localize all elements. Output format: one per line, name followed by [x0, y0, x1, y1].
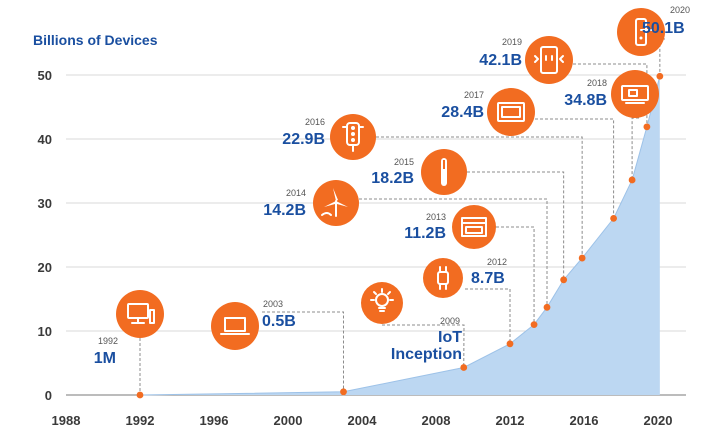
x-tick-label: 1996 [200, 413, 229, 428]
annotation-value-label: 11.2B [404, 225, 446, 242]
annotation-year-label: 2014 [286, 188, 306, 198]
lightbulb-icon [370, 288, 394, 312]
wind-turbine-icon [321, 188, 348, 217]
laptop-icon [220, 317, 250, 335]
data-point-marker [530, 321, 538, 328]
desktop-computer-icon [127, 303, 155, 324]
annotation-leader [465, 288, 511, 344]
data-point-marker [578, 254, 586, 262]
device-growth-line [139, 76, 661, 396]
annotation-leader [382, 324, 465, 368]
annotation-icon-circle [611, 70, 659, 118]
annotation-year-label: 2015 [394, 157, 414, 167]
x-tick-label: 2012 [496, 413, 525, 428]
annotation-value-label: 50.1B [642, 20, 685, 37]
annotation-year-label: 2018 [587, 78, 607, 88]
annotation-year-label: 2013 [426, 212, 446, 222]
annotation-year-label: 2017 [464, 90, 484, 100]
data-point-marker [340, 388, 347, 396]
annotation-leader [467, 171, 565, 280]
y-tick-label: 40 [38, 132, 52, 147]
microwave-icon [497, 102, 525, 122]
annotation-value-label-2: Inception [391, 346, 462, 363]
data-point-marker [560, 276, 568, 284]
annotation-leader [359, 198, 548, 308]
traffic-light-icon [342, 122, 364, 152]
device-growth-area [140, 76, 660, 396]
y-axis-title: Billions of Devices [33, 32, 158, 48]
annotation-value-label: 18.2B [371, 170, 414, 187]
y-tick-label: 50 [38, 68, 52, 83]
annotation-value-label: 14.2B [263, 202, 306, 219]
y-tick-label: 0 [45, 388, 52, 403]
annotation-value-label: 8.7B [471, 270, 505, 287]
annotation-icon-circle [330, 114, 376, 160]
annotation-year-label: 2003 [263, 299, 283, 309]
annotation-value-label: 22.9B [282, 131, 325, 148]
annotation-icon-circle [525, 36, 573, 84]
annotation-leader [376, 136, 583, 259]
annotation-leader [535, 118, 615, 219]
tv-box-icon [621, 85, 649, 104]
annotation-year-label: 2016 [305, 117, 325, 127]
annotation-value-label: IoT [438, 329, 462, 346]
annotation-icon-circle [211, 302, 259, 350]
x-tick-label: 1992 [126, 413, 155, 428]
data-point-marker [543, 303, 551, 311]
annotation-icon-circle [487, 88, 535, 136]
annotation-icon-circle [617, 8, 665, 56]
toothbrush-icon [441, 158, 447, 186]
x-tick-label: 2000 [274, 413, 303, 428]
data-point-marker [460, 364, 468, 371]
x-tick-label: 2020 [644, 413, 673, 428]
annotation-value-label: 42.1B [479, 52, 522, 69]
smart-plug-icon [534, 46, 564, 74]
x-tick-label: 2016 [570, 413, 599, 428]
data-point-marker [628, 176, 636, 184]
x-tick-label: 1988 [52, 413, 81, 428]
smart-lock-icon [635, 18, 654, 46]
annotation-year-label: 2019 [502, 37, 522, 47]
oven-icon [461, 217, 487, 237]
annotation-year-label: 2009 [440, 316, 460, 326]
y-tick-label: 20 [38, 260, 52, 275]
annotation-value-label: 0.5B [262, 313, 296, 330]
y-tick-label: 10 [38, 324, 52, 339]
annotation-leader [496, 226, 535, 325]
data-point-marker [643, 123, 651, 131]
annotation-leader [631, 117, 639, 180]
annotation-icon-circle [423, 258, 463, 298]
data-point-marker [656, 72, 664, 80]
annotation-year-label: 2012 [487, 257, 507, 267]
y-tick-label: 30 [38, 196, 52, 211]
data-point-marker [506, 340, 514, 348]
data-point-marker [610, 214, 617, 222]
annotation-value-label: 28.4B [441, 104, 484, 121]
annotation-icon-circle [361, 282, 403, 324]
annotation-leader [262, 311, 344, 392]
annotation-year-label: 1992 [98, 336, 118, 346]
annotation-icon-circle [116, 290, 164, 338]
smartwatch-icon [437, 266, 449, 290]
x-tick-label: 2004 [348, 413, 378, 428]
annotation-value-label: 34.8B [564, 92, 607, 109]
data-point-marker [136, 391, 144, 399]
annotation-year-label: 2020 [670, 5, 690, 15]
x-tick-label: 2008 [422, 413, 451, 428]
annotation-value-label: 1M [94, 350, 116, 367]
